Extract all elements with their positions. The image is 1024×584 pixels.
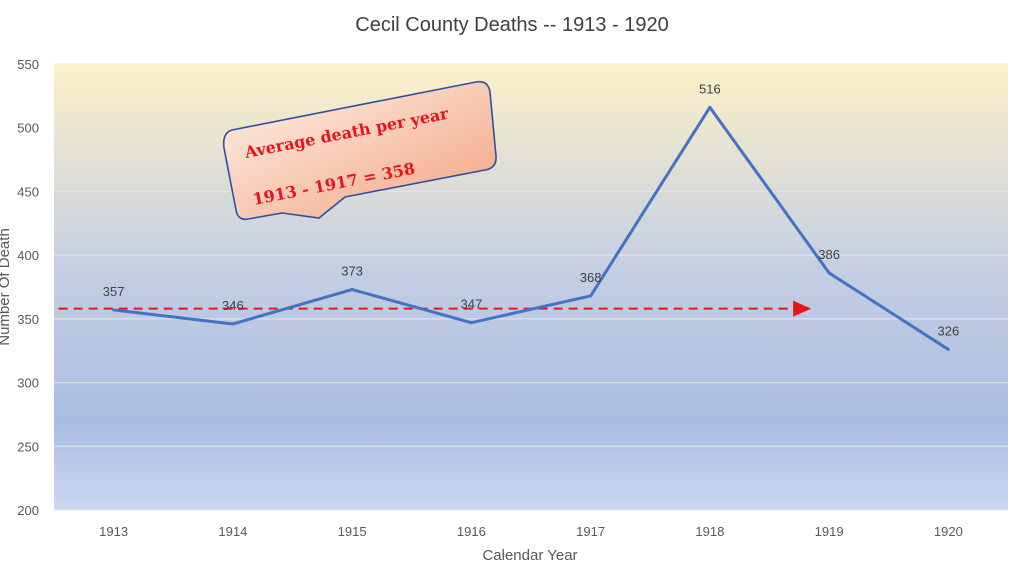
chart-title: Cecil County Deaths -- 1913 - 1920 bbox=[355, 14, 669, 36]
y-tick-label: 200 bbox=[17, 503, 39, 518]
data-label: 346 bbox=[222, 298, 244, 313]
y-tick-label: 400 bbox=[17, 248, 39, 263]
x-tick-label: 1917 bbox=[576, 524, 605, 539]
data-labels: 357 346 373 347 368 516 386 326 bbox=[103, 81, 959, 351]
y-tick-label: 350 bbox=[17, 312, 39, 327]
x-axis-title: Calendar Year bbox=[482, 547, 577, 564]
plot-area bbox=[54, 64, 1008, 510]
x-tick-label: 1916 bbox=[457, 524, 486, 539]
data-label: 347 bbox=[461, 297, 483, 312]
series-line bbox=[113, 105, 950, 351]
x-tick-label: 1915 bbox=[338, 524, 367, 539]
data-point bbox=[231, 322, 235, 326]
data-label: 516 bbox=[699, 81, 721, 96]
x-tick-label: 1919 bbox=[815, 524, 844, 539]
data-label: 357 bbox=[103, 284, 125, 299]
y-tick-label: 300 bbox=[17, 376, 39, 391]
data-label: 368 bbox=[580, 270, 602, 285]
y-tick-label: 250 bbox=[17, 439, 39, 454]
x-axis-ticks: 1913 1914 1915 1916 1917 1918 1919 1920 bbox=[99, 524, 963, 539]
data-point bbox=[112, 308, 116, 312]
data-point bbox=[827, 271, 831, 275]
gridlines bbox=[54, 63, 1008, 511]
data-label: 326 bbox=[938, 323, 960, 338]
data-point bbox=[350, 288, 354, 292]
y-tick-label: 500 bbox=[17, 121, 39, 136]
data-label: 373 bbox=[341, 264, 363, 279]
data-point bbox=[589, 294, 593, 298]
callout-shape bbox=[222, 80, 497, 221]
data-point bbox=[469, 321, 473, 325]
y-tick-label: 550 bbox=[17, 57, 39, 72]
data-point bbox=[708, 105, 712, 109]
y-axis-ticks: 200 250 300 350 400 450 500 550 bbox=[17, 57, 39, 518]
x-tick-label: 1914 bbox=[218, 524, 247, 539]
x-tick-label: 1913 bbox=[99, 524, 128, 539]
y-tick-label: 450 bbox=[17, 184, 39, 199]
data-point bbox=[946, 347, 950, 351]
x-tick-label: 1920 bbox=[934, 524, 963, 539]
data-label: 386 bbox=[818, 247, 840, 262]
y-axis-title: Number Of Death bbox=[0, 228, 13, 346]
x-tick-label: 1918 bbox=[695, 524, 724, 539]
